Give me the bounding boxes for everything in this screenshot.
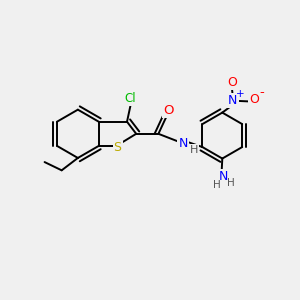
Text: -: - bbox=[260, 86, 264, 99]
Text: O: O bbox=[249, 93, 259, 106]
Text: H: H bbox=[227, 178, 234, 188]
Text: N: N bbox=[219, 170, 228, 183]
Text: N: N bbox=[228, 94, 238, 107]
Text: Cl: Cl bbox=[125, 92, 136, 105]
Text: S: S bbox=[114, 141, 122, 154]
Text: H: H bbox=[213, 180, 221, 190]
Text: O: O bbox=[227, 76, 237, 89]
Text: +: + bbox=[236, 89, 245, 99]
Text: N: N bbox=[178, 137, 188, 150]
Text: O: O bbox=[163, 104, 173, 117]
Text: H: H bbox=[190, 145, 198, 155]
